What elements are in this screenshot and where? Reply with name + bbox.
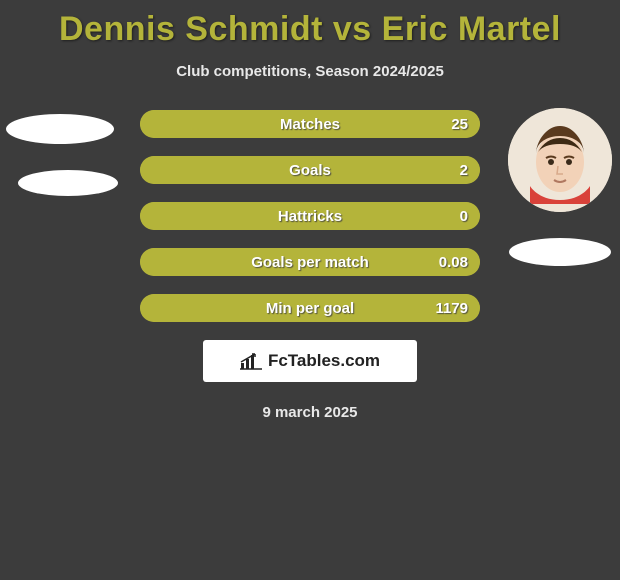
stat-value-right: 25 [451,110,468,138]
stat-bars: Matches 25 Goals 2 Hattricks 0 Goals per… [140,108,480,322]
player-left-avatar-placeholder [6,114,114,144]
page-title: Dennis Schmidt vs Eric Martel [0,0,620,49]
brand-logo: FcTables.com [240,351,380,371]
stat-label: Goals per match [251,248,369,276]
player-left-club-placeholder [18,170,118,196]
brand-name: FcTables.com [268,351,380,371]
stat-value-right: 2 [460,156,468,184]
stat-value-right: 1179 [435,294,468,322]
bar-chart-icon [240,352,262,370]
stat-row-matches: Matches 25 [140,110,480,138]
stat-bar-right [310,156,480,184]
stat-label: Matches [280,110,340,138]
stat-row-goals-per-match: Goals per match 0.08 [140,248,480,276]
subtitle: Club competitions, Season 2024/2025 [0,63,620,80]
stat-label: Min per goal [266,294,354,322]
player-right-avatar [508,108,612,212]
stat-row-goals: Goals 2 [140,156,480,184]
stat-row-min-per-goal: Min per goal 1179 [140,294,480,322]
player-right-club-placeholder [509,238,611,266]
player-left-column [0,108,120,196]
stat-value-right: 0.08 [439,248,468,276]
comparison-content: Matches 25 Goals 2 Hattricks 0 Goals per… [0,108,620,322]
stat-label: Goals [289,156,331,184]
avatar-illustration [508,108,612,212]
player-right-column [500,108,620,266]
date-line: 9 march 2025 [0,404,620,421]
brand-logo-box: FcTables.com [203,340,417,382]
stat-bar-left [140,156,310,184]
stat-row-hattricks: Hattricks 0 [140,202,480,230]
stat-label: Hattricks [278,202,342,230]
stat-value-right: 0 [460,202,468,230]
